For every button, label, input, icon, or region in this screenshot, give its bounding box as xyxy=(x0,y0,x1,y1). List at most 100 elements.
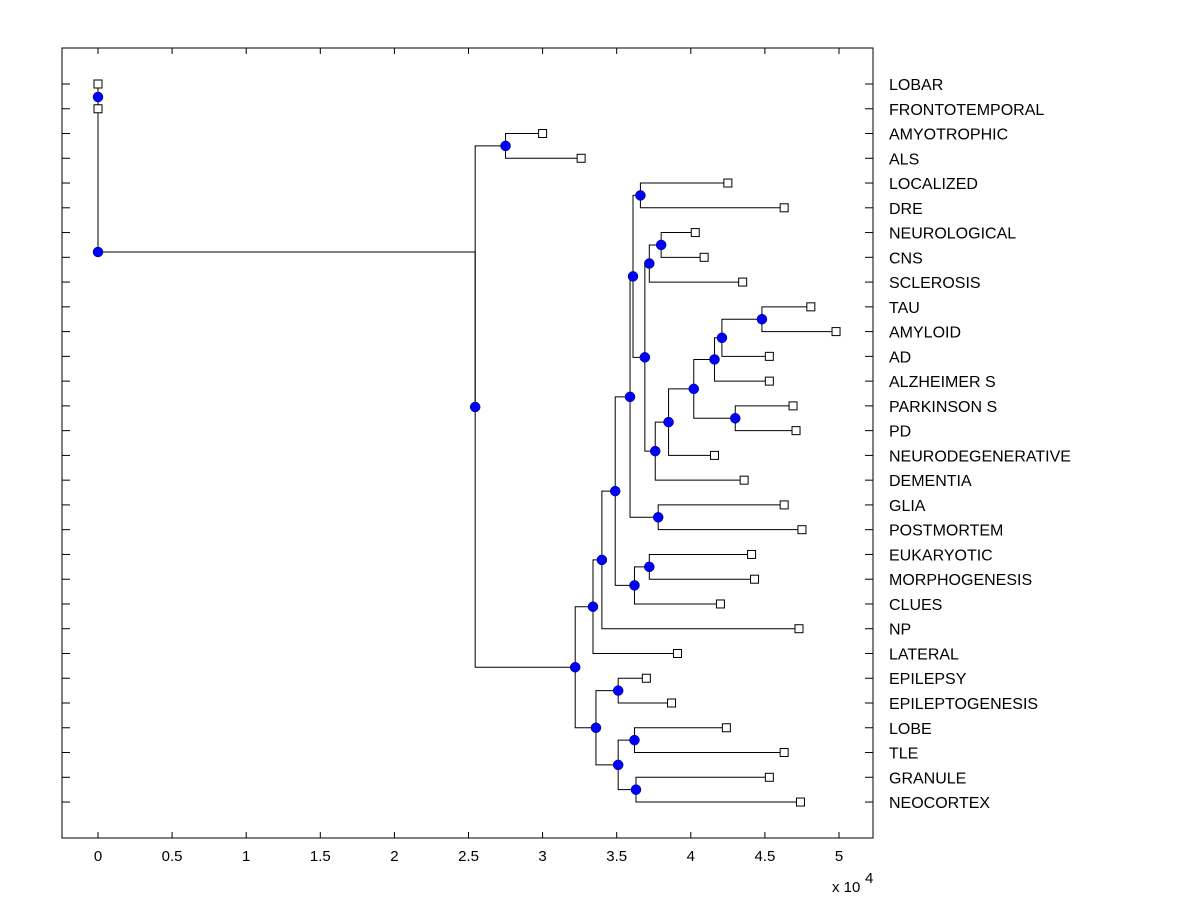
dendrogram-edge xyxy=(614,491,635,586)
dendrogram-edge xyxy=(648,263,743,283)
leaf-label: DEMENTIA xyxy=(889,473,972,490)
leaf-marker xyxy=(739,475,749,485)
axis-ticks: 0 0.5 1 1.5 2 2.5 3 3.5 4 4.5 5 xyxy=(62,48,873,865)
leaf-marker xyxy=(690,228,700,238)
leaf-marker xyxy=(797,525,807,535)
dendrogram-edge xyxy=(629,396,659,518)
dendrogram-edge xyxy=(693,388,736,419)
cluster-node xyxy=(596,554,608,566)
leaf-label: POSTMORTEM xyxy=(889,523,1003,540)
dendrogram-edge xyxy=(668,422,715,456)
dendrogram-edge xyxy=(574,606,593,668)
leaf-label: AMYOTROPHIC xyxy=(889,127,1008,144)
plot-area xyxy=(61,47,874,839)
cluster-node xyxy=(635,190,646,201)
cluster-node xyxy=(756,313,768,325)
x-tick-label: 3.5 xyxy=(606,848,627,865)
leaf-marker xyxy=(672,648,682,658)
leaf-label: SCLEROSIS xyxy=(889,275,981,292)
dendrogram-edge xyxy=(633,585,721,605)
leaf-label: TLE xyxy=(889,746,918,763)
dendrogram-edge xyxy=(617,764,636,791)
cluster-node xyxy=(590,722,602,734)
leaf-marker xyxy=(806,302,816,312)
leaf-label: EPILEPSY xyxy=(889,671,967,688)
leaf-marker xyxy=(721,723,731,733)
cluster-node xyxy=(629,734,640,746)
leaf-marker xyxy=(93,104,103,114)
cluster-node xyxy=(609,485,621,497)
cluster-node xyxy=(716,332,728,344)
leaf-label: NEOCORTEX xyxy=(889,795,990,812)
leaf-marker xyxy=(576,153,586,163)
cluster-node xyxy=(469,401,481,413)
leaf-marker xyxy=(831,327,841,337)
leaf-label: CLUES xyxy=(889,597,942,614)
cluster-node xyxy=(655,239,667,251)
x-multiplier-exp: 4 xyxy=(865,870,873,887)
x-tick-label: 0 xyxy=(94,848,102,865)
leaf-label: GLIA xyxy=(889,498,926,515)
leaf-marker xyxy=(699,252,709,262)
leaf-marker xyxy=(747,549,757,559)
leaf-label: EUKARYOTIC xyxy=(889,547,993,564)
leaf-marker xyxy=(738,277,748,287)
leaf-labels: LOBAR FRONTOTEMPORAL AMYOTROPHIC ALS LOCALIZ… xyxy=(889,77,1071,812)
x-tick-label: 1 xyxy=(242,848,250,865)
leaf-marker xyxy=(93,79,103,89)
cluster-node xyxy=(730,413,741,424)
leaf-label: DRE xyxy=(889,201,923,218)
leaf-label: AMYLOID xyxy=(889,325,961,342)
leaf-label: EPILEPTOGENESIS xyxy=(889,696,1038,713)
x-tick-label: 3 xyxy=(538,848,546,865)
dendrogram-edge xyxy=(693,358,715,389)
leaf-label: LATERAL xyxy=(889,646,959,663)
cluster-node xyxy=(644,561,655,573)
dendrogram-edge xyxy=(721,318,762,338)
leaf-marker xyxy=(715,599,725,609)
leaf-label: PD xyxy=(889,424,911,441)
dendrogram-edge xyxy=(574,667,596,729)
leaf-label: GRANULE xyxy=(889,770,966,787)
dendrogram-edge xyxy=(668,388,694,423)
leaf-label: ALS xyxy=(889,151,919,168)
cluster-node xyxy=(688,383,700,395)
cluster-node xyxy=(663,416,674,428)
leaf-label: MORPHOGENESIS xyxy=(889,572,1032,589)
leaf-marker xyxy=(764,351,774,361)
leaf-label: NP xyxy=(889,622,911,639)
cluster-node xyxy=(587,601,599,612)
cluster-node xyxy=(624,391,636,403)
dendrogram-edge xyxy=(592,606,678,654)
cluster-node xyxy=(709,354,720,365)
cluster-node xyxy=(627,271,639,282)
cluster-node xyxy=(569,661,581,673)
leaf-marker xyxy=(667,698,677,708)
leaf-marker xyxy=(764,376,774,386)
leaf-marker xyxy=(710,450,720,460)
x-tick-label: 4 xyxy=(687,848,695,865)
dendrogram-edge xyxy=(721,337,770,357)
dendrogram-edge xyxy=(714,359,770,382)
x-tick-label: 1.5 xyxy=(310,848,331,865)
leaf-label: LOBAR xyxy=(889,77,943,94)
leaf-label: LOBE xyxy=(889,721,932,738)
x-tick-label: 2.5 xyxy=(458,848,479,865)
leaf-marker xyxy=(794,624,804,634)
cluster-node xyxy=(612,759,624,771)
leaf-marker xyxy=(750,574,760,584)
leaf-label: NEUROLOGICAL xyxy=(889,226,1016,243)
cluster-node xyxy=(92,246,104,258)
cluster-node xyxy=(644,258,655,269)
leaf-label: PARKINSON S xyxy=(889,399,997,416)
leaf-marker xyxy=(779,748,789,758)
cluster-node xyxy=(92,91,104,103)
dendrogram-edge xyxy=(474,145,506,407)
dendrogram-edge xyxy=(595,690,619,728)
leaf-marker xyxy=(791,426,801,436)
cluster-node xyxy=(649,445,661,457)
leaf-label: TAU xyxy=(889,300,920,317)
cluster-node xyxy=(630,784,642,795)
x-tick-label: 0.5 xyxy=(162,848,183,865)
